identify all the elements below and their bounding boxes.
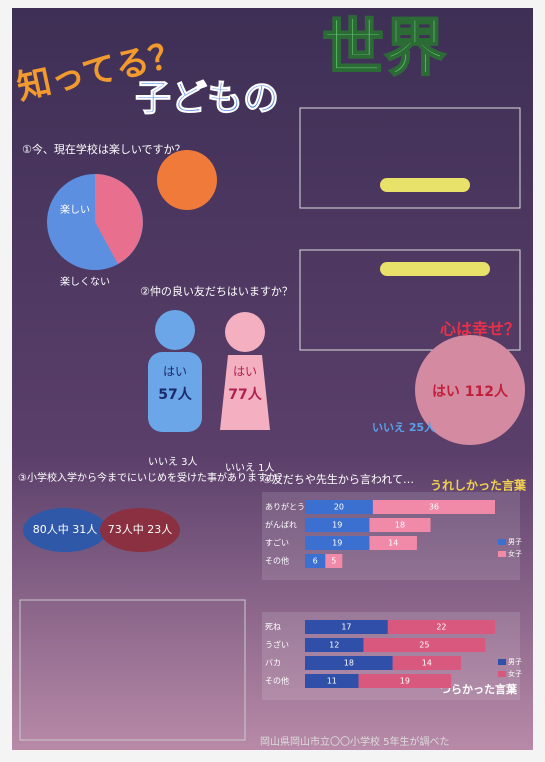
bar [392, 656, 461, 670]
category-label: その他 [265, 556, 289, 566]
happy-title: うれしかった言葉 [430, 478, 527, 493]
q1-question: ①今、現在学校は楽しいですか？ [22, 142, 186, 156]
pie-slice [95, 174, 143, 264]
title-3: 世界 [322, 11, 446, 84]
legend-swatch [498, 659, 506, 665]
value-label: 20 [334, 503, 344, 512]
chart-frame [19, 599, 246, 741]
category-label: うざい [265, 640, 289, 650]
chart-frame [299, 249, 521, 351]
category-label: その他 [265, 676, 289, 686]
boy-yes: はい [163, 365, 187, 379]
category-label: バカ [265, 659, 281, 668]
value-label: 5 [331, 557, 336, 566]
heart-no: いいえ 25人 [372, 420, 436, 434]
value-label: 19 [332, 521, 342, 530]
boys-bubble [23, 508, 107, 552]
bar [325, 554, 343, 568]
legend-swatch [498, 539, 506, 545]
value-label: 18 [395, 521, 405, 530]
value-label: 22 [436, 623, 446, 632]
bar [305, 554, 326, 568]
value-label: 17 [341, 623, 351, 632]
category-label: ありがとう [265, 502, 305, 512]
value-label: 36 [429, 503, 439, 512]
bar [369, 518, 431, 532]
legend-label: 女子 [508, 669, 522, 678]
bar [305, 518, 370, 532]
bar [305, 656, 393, 670]
bar [363, 638, 486, 652]
value-label: 25 [419, 641, 429, 650]
heart-question: 心は幸せ？ [440, 320, 520, 339]
value-label: 11 [327, 677, 337, 686]
label-tag [380, 178, 470, 192]
legend-swatch [498, 551, 506, 557]
legend-label: 女子 [508, 549, 522, 558]
category-label: がんばれ [265, 520, 297, 530]
q1-yes: 楽しい [60, 203, 90, 216]
value-label: 14 [422, 659, 432, 668]
bar [305, 638, 364, 652]
q3-boys: 80人中 31人 [33, 523, 98, 536]
boy-head [155, 310, 195, 350]
chart-frame [299, 107, 521, 209]
q4-title: ④友だちや先生から言われて… [262, 472, 414, 486]
footer: 岡山県岡山市立〇〇小学校 5年生が調べた [260, 735, 450, 748]
girl-count: 77人 [228, 386, 262, 403]
q1-no: 楽しくない [60, 275, 110, 288]
bar [387, 620, 495, 634]
bar [305, 620, 388, 634]
title-2: 子どもの [135, 78, 279, 119]
boy-count: 57人 [158, 386, 192, 403]
q2-question: ②仲の良い友だちはいますか？ [140, 284, 293, 298]
legend-swatch [498, 671, 506, 677]
heart-circle [415, 335, 525, 445]
girl-body [220, 355, 270, 430]
sad-title: つらかった言葉 [440, 682, 518, 696]
category-label: すごい [265, 538, 289, 548]
bar [305, 536, 370, 550]
value-label: 18 [344, 659, 354, 668]
legend-label: 男子 [508, 538, 522, 546]
q3-girls: 73人中 23人 [108, 523, 173, 536]
girl-no: いいえ 1人 [225, 462, 275, 474]
value-label: 12 [329, 641, 339, 650]
q3-question: ③小学校入学から今までにいじめを受けた事がありますか？ [18, 471, 287, 484]
legend-label: 男子 [508, 658, 522, 666]
value-label: 19 [332, 539, 342, 548]
value-label: 14 [388, 539, 398, 548]
bar [305, 674, 359, 688]
boy-body [148, 352, 202, 432]
bar [358, 674, 452, 688]
label-tag [380, 262, 490, 276]
girl-head [225, 312, 265, 352]
bar [372, 500, 495, 514]
bar [305, 500, 373, 514]
boy-no: いいえ 3人 [148, 456, 198, 468]
girls-bubble [100, 508, 180, 552]
category-label: 死ね [265, 623, 281, 632]
girl-yes: はい [233, 365, 257, 379]
pie-detail [157, 150, 217, 210]
heart-yes: はい 112人 [432, 383, 509, 400]
bar [369, 536, 417, 550]
value-label: 19 [400, 677, 410, 686]
value-label: 6 [313, 557, 318, 566]
